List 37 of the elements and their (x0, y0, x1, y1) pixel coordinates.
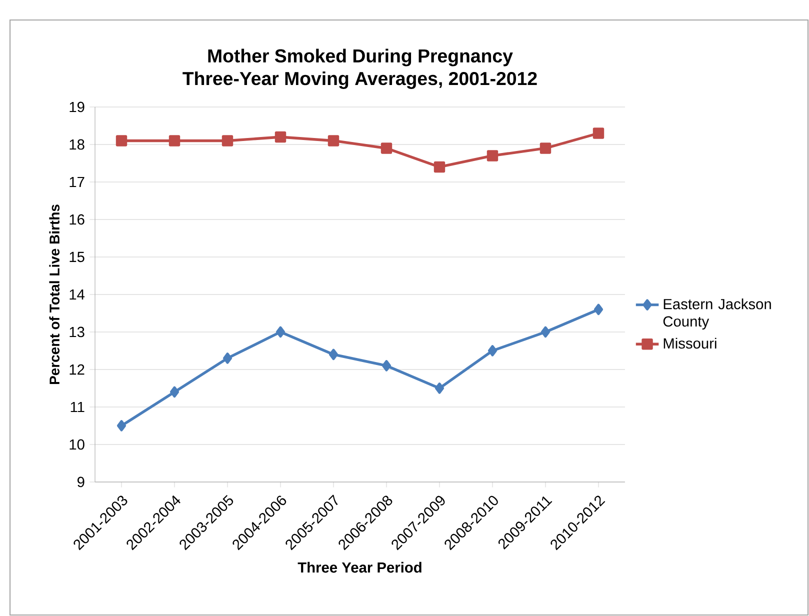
point (380, 142, 392, 154)
point (486, 150, 498, 162)
y-tick-label: 19 (70, 102, 84, 112)
point (592, 128, 604, 139)
y-axis-title: Percent of Total Live Births (49, 204, 60, 384)
y-tick-label: 18 (70, 139, 84, 150)
chart-title: Mother Smoked During Pregnancy (208, 48, 513, 66)
point (328, 135, 340, 146)
point (116, 420, 126, 432)
y-tick-label: 9 (77, 476, 84, 488)
point (434, 382, 444, 394)
y-tick-label: 14 (70, 289, 85, 300)
legend-label: Eastern Jackson County (663, 298, 771, 330)
chart-subtitle: Three-Year Moving Averages, 2001-2012 (182, 71, 537, 89)
point (328, 348, 338, 360)
point (594, 304, 604, 316)
legend-label: Missouri (664, 338, 716, 349)
x-axis-title: Three Year Period (298, 562, 422, 573)
y-tick-label: 17 (70, 176, 84, 188)
point (222, 352, 232, 364)
point (168, 135, 180, 146)
point (116, 135, 128, 146)
point (276, 326, 286, 338)
point (488, 345, 498, 356)
y-tick-label: 11 (70, 402, 84, 412)
point (170, 386, 180, 398)
point (540, 142, 552, 154)
y-tick-label: 12 (70, 364, 84, 375)
point (540, 326, 550, 338)
point (222, 135, 234, 146)
point (434, 161, 446, 173)
y-tick-label: 16 (70, 214, 84, 225)
y-tick-label: 10 (70, 439, 84, 450)
point (274, 131, 286, 143)
point (382, 360, 392, 372)
y-tick-label: 15 (70, 252, 84, 262)
y-tick-label: 13 (70, 326, 84, 338)
